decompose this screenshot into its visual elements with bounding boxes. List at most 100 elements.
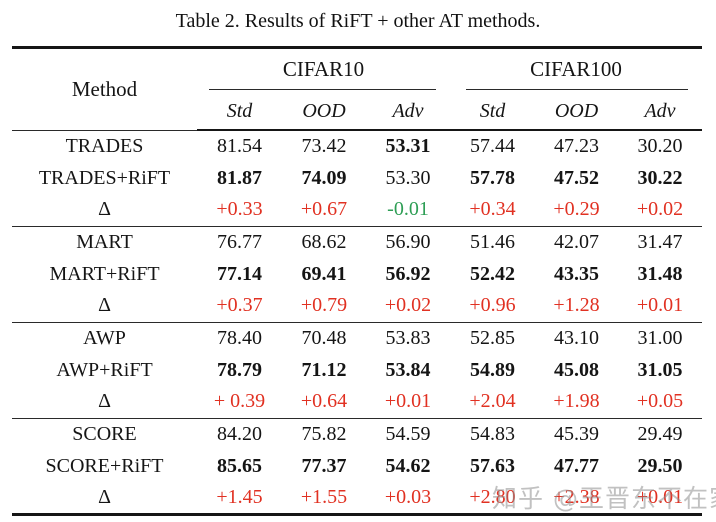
cifar10-header: CIFAR10: [197, 48, 450, 94]
group-mart: MART 76.77 68.62 56.90 51.46 42.07 31.47…: [12, 226, 703, 322]
value-cell: 57.78: [470, 166, 516, 189]
delta-cell: -0.01: [387, 198, 429, 221]
delta-cell: +2.04: [469, 390, 516, 413]
table-row: AWP 78.40 70.48 53.83 52.85 43.10 31.00: [12, 322, 702, 354]
delta-cell: +0.29: [553, 198, 600, 221]
value-cell: 57.63: [470, 454, 516, 477]
value-cell: 31.47: [637, 230, 683, 253]
delta-cell: +0.96: [469, 294, 516, 317]
delta-cell: +0.01: [636, 485, 684, 508]
method-cell: AWP: [83, 326, 126, 349]
delta-cell: +0.37: [216, 294, 263, 317]
table-row: SCORE+RiFT 85.65 77.37 54.62 57.63 47.77…: [12, 450, 702, 482]
cifar10-label: CIFAR10: [282, 56, 365, 81]
value-cell: 54.62: [385, 454, 431, 477]
value-cell: 30.22: [637, 166, 683, 189]
cifar100-label: CIFAR100: [530, 56, 622, 81]
delta-row: Δ +0.37 +0.79 +0.02 +0.96 +1.28 +0.01: [12, 290, 702, 322]
delta-cell: +1.45: [216, 485, 263, 508]
value-cell: 53.31: [385, 135, 431, 157]
delta-cell: +1.98: [553, 390, 600, 413]
delta-row: Δ + 0.39 +0.64 +0.01 +2.04 +1.98 +0.05: [12, 386, 702, 418]
method-cell: TRADES: [65, 134, 144, 157]
value-cell: 45.08: [554, 358, 600, 381]
value-cell: 76.77: [217, 230, 262, 253]
delta-row: Δ +0.33 +0.67 -0.01 +0.34 +0.29 +0.02: [12, 194, 702, 226]
value-cell: 53.30: [385, 166, 431, 189]
value-cell: 31.05: [637, 358, 683, 381]
delta-cell: +2.80: [469, 485, 516, 508]
delta-cell: +2.38: [553, 485, 600, 508]
method-cell: Δ: [98, 294, 111, 317]
value-cell: 52.85: [470, 326, 516, 349]
table-row: AWP+RiFT 78.79 71.12 53.84 54.89 45.08 3…: [12, 354, 702, 386]
delta-cell: +0.67: [300, 198, 348, 221]
value-cell: 29.49: [637, 422, 683, 445]
delta-cell: +1.28: [553, 294, 600, 317]
value-cell: 57.44: [470, 135, 516, 157]
value-cell: 56.90: [385, 230, 431, 253]
value-cell: 77.14: [217, 262, 262, 285]
value-cell: 52.42: [470, 262, 516, 285]
delta-cell: +0.34: [469, 198, 516, 221]
value-cell: 29.50: [637, 454, 683, 477]
metric-header-row: Std OOD Adv Std OOD Adv: [12, 93, 703, 131]
table-row: MART 76.77 68.62 56.90 51.46 42.07 31.47: [12, 226, 702, 258]
group-trades: TRADES 81.54 73.42 53.31 57.44 47.23 30.…: [12, 130, 703, 226]
value-cell: 85.65: [217, 454, 262, 477]
dataset-header-row: Method CIFAR10 CIFAR100: [12, 48, 702, 101]
value-cell: 56.92: [385, 262, 431, 285]
delta-cell: +0.01: [384, 390, 432, 413]
value-cell: 70.48: [301, 326, 347, 349]
metric-header-adv-c100: Adv: [618, 93, 703, 131]
method-cell: MART+RiFT: [49, 262, 160, 285]
value-cell: 71.12: [301, 358, 347, 381]
cifar10-midrule: [209, 88, 437, 90]
delta-cell: +0.79: [300, 294, 348, 317]
cifar100-header: CIFAR100: [450, 48, 702, 94]
value-cell: 53.84: [385, 358, 431, 381]
value-cell: 84.20: [217, 422, 262, 445]
value-cell: 51.46: [470, 230, 516, 253]
value-cell: 45.39: [554, 422, 600, 445]
group-awp: AWP 78.40 70.48 53.83 52.85 43.10 31.00 …: [12, 322, 703, 418]
metric-header-adv-c10: Adv: [366, 93, 451, 131]
group-score: SCORE 84.20 75.82 54.59 54.83 45.39 29.4…: [12, 418, 703, 514]
value-cell: 30.20: [637, 135, 683, 157]
delta-cell: + 0.39: [213, 390, 266, 413]
delta-cell: +0.02: [636, 198, 684, 221]
value-cell: 81.54: [217, 135, 262, 157]
method-cell: AWP+RiFT: [56, 358, 153, 381]
method-column-header: Method: [71, 76, 138, 101]
value-cell: 47.77: [554, 454, 600, 477]
delta-cell: +0.33: [216, 198, 263, 221]
method-cell: TRADES+RiFT: [38, 166, 171, 189]
value-cell: 78.79: [217, 358, 262, 381]
table-row: TRADES 81.54 73.42 53.31 57.44 47.23 30.…: [12, 130, 702, 162]
table-header: Method CIFAR10 CIFAR100 Std OOD Adv Std …: [12, 48, 703, 131]
value-cell: 43.35: [554, 262, 600, 285]
value-cell: 68.62: [301, 230, 347, 253]
value-cell: 47.23: [554, 135, 600, 157]
method-cell: SCORE: [72, 422, 137, 445]
delta-cell: +0.01: [636, 294, 684, 317]
value-cell: 42.07: [554, 230, 600, 253]
value-cell: 54.59: [385, 422, 431, 445]
method-cell: MART: [76, 230, 133, 253]
results-table: Method CIFAR10 CIFAR100 Std OOD Adv Std …: [12, 46, 703, 516]
table-row: TRADES+RiFT 81.87 74.09 53.30 57.78 47.5…: [12, 162, 702, 194]
metric-header-ood-c10: OOD: [282, 93, 366, 131]
value-cell: 43.10: [554, 326, 600, 349]
method-cell: Δ: [98, 390, 111, 413]
value-cell: 53.83: [385, 326, 431, 349]
delta-row: Δ +1.45 +1.55 +0.03 +2.80 +2.38 +0.01: [12, 482, 702, 514]
delta-cell: +0.64: [300, 390, 348, 413]
delta-cell: +0.02: [384, 294, 432, 317]
delta-cell: +0.05: [636, 390, 684, 413]
method-cell: Δ: [98, 198, 111, 221]
table-row: SCORE 84.20 75.82 54.59 54.83 45.39 29.4…: [12, 418, 702, 450]
value-cell: 47.52: [554, 166, 600, 189]
value-cell: 54.89: [470, 358, 516, 381]
metric-header-ood-c100: OOD: [535, 93, 619, 131]
